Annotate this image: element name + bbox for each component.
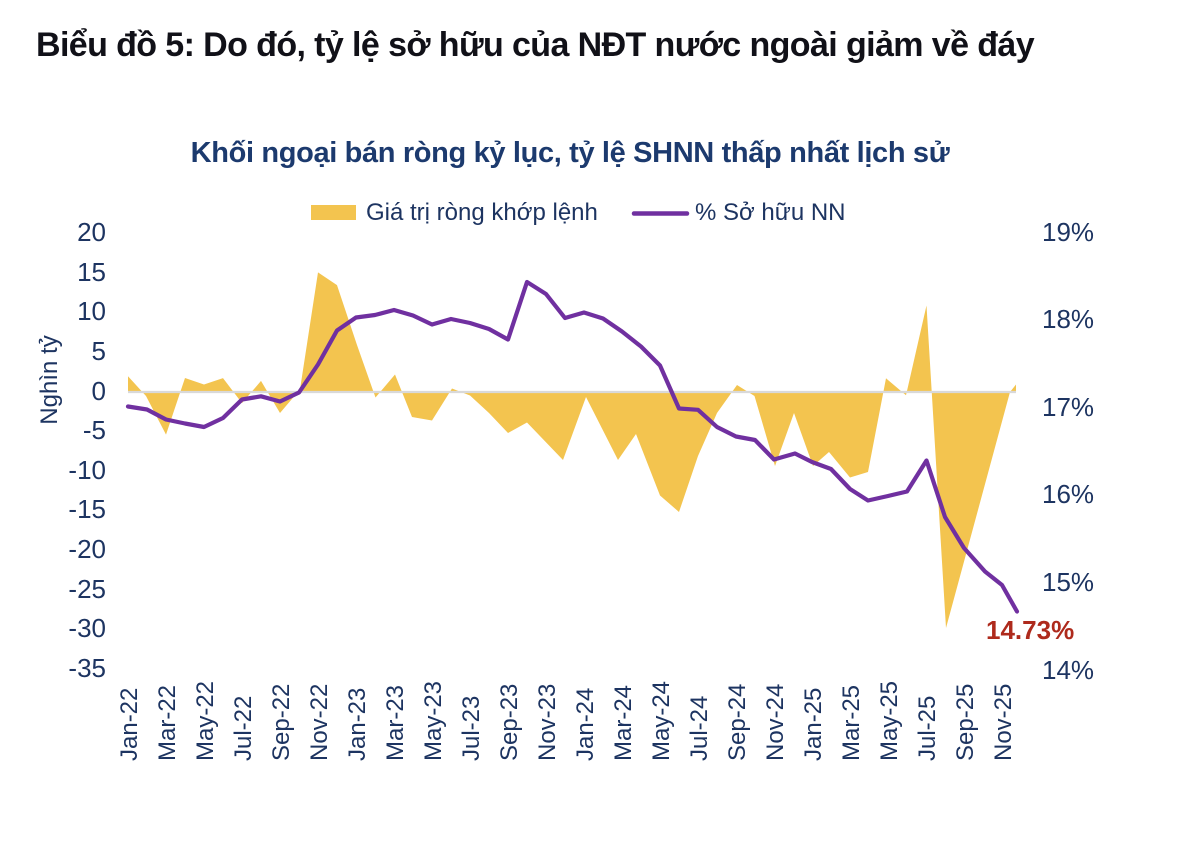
svg-text:15%: 15%	[1042, 567, 1094, 597]
svg-text:Mar-23: Mar-23	[382, 685, 409, 761]
svg-text:Sep-25: Sep-25	[952, 684, 979, 761]
svg-text:14.73%: 14.73%	[986, 615, 1074, 645]
svg-text:May-22: May-22	[192, 681, 219, 761]
svg-text:Sep-24: Sep-24	[724, 684, 751, 761]
svg-text:Biểu đồ 5: Do đó, tỷ lệ sở hữu: Biểu đồ 5: Do đó, tỷ lệ sở hữu của NĐT n…	[36, 26, 1035, 64]
svg-text:5: 5	[92, 336, 106, 366]
svg-text:Jul-25: Jul-25	[914, 696, 941, 761]
svg-text:May-23: May-23	[420, 681, 447, 761]
svg-text:Nov-23: Nov-23	[534, 684, 561, 761]
svg-text:-35: -35	[68, 653, 106, 683]
svg-text:18%: 18%	[1042, 304, 1094, 334]
svg-text:Nov-22: Nov-22	[306, 684, 333, 761]
svg-text:% Sở hữu NN: % Sở hữu NN	[695, 199, 846, 226]
svg-text:May-24: May-24	[648, 681, 675, 761]
svg-text:Jul-23: Jul-23	[458, 696, 485, 761]
svg-text:-30: -30	[68, 613, 106, 643]
svg-text:-10: -10	[68, 455, 106, 485]
svg-text:Mar-25: Mar-25	[838, 685, 865, 761]
svg-text:-15: -15	[68, 494, 106, 524]
svg-text:May-25: May-25	[876, 681, 903, 761]
svg-text:Sep-22: Sep-22	[268, 684, 295, 761]
svg-text:Mar-22: Mar-22	[154, 685, 181, 761]
svg-text:Jul-24: Jul-24	[686, 696, 713, 761]
svg-text:17%: 17%	[1042, 392, 1094, 422]
svg-text:Giá trị ròng khớp lệnh: Giá trị ròng khớp lệnh	[366, 199, 598, 226]
svg-text:-25: -25	[68, 574, 106, 604]
svg-text:10: 10	[77, 296, 106, 326]
svg-text:Jan-24: Jan-24	[572, 688, 599, 761]
svg-text:Khối ngoại bán ròng kỷ lục, tỷ: Khối ngoại bán ròng kỷ lục, tỷ lệ SHNN t…	[191, 137, 950, 169]
svg-text:Nov-24: Nov-24	[762, 684, 789, 761]
svg-text:Jan-23: Jan-23	[344, 688, 371, 761]
svg-text:19%: 19%	[1042, 217, 1094, 247]
svg-text:20: 20	[77, 217, 106, 247]
svg-text:16%: 16%	[1042, 479, 1094, 509]
svg-text:15: 15	[77, 257, 106, 287]
svg-text:14%: 14%	[1042, 655, 1094, 685]
svg-text:-5: -5	[83, 415, 106, 445]
svg-text:Jan-25: Jan-25	[800, 688, 827, 761]
svg-text:-20: -20	[68, 534, 106, 564]
svg-text:Jan-22: Jan-22	[116, 688, 143, 761]
svg-text:Nov-25: Nov-25	[990, 684, 1017, 761]
svg-text:Sep-23: Sep-23	[496, 684, 523, 761]
svg-text:Nghìn tỷ: Nghìn tỷ	[36, 335, 63, 424]
svg-text:0: 0	[92, 376, 106, 406]
svg-text:Jul-22: Jul-22	[230, 696, 257, 761]
svg-text:Mar-24: Mar-24	[610, 685, 637, 761]
